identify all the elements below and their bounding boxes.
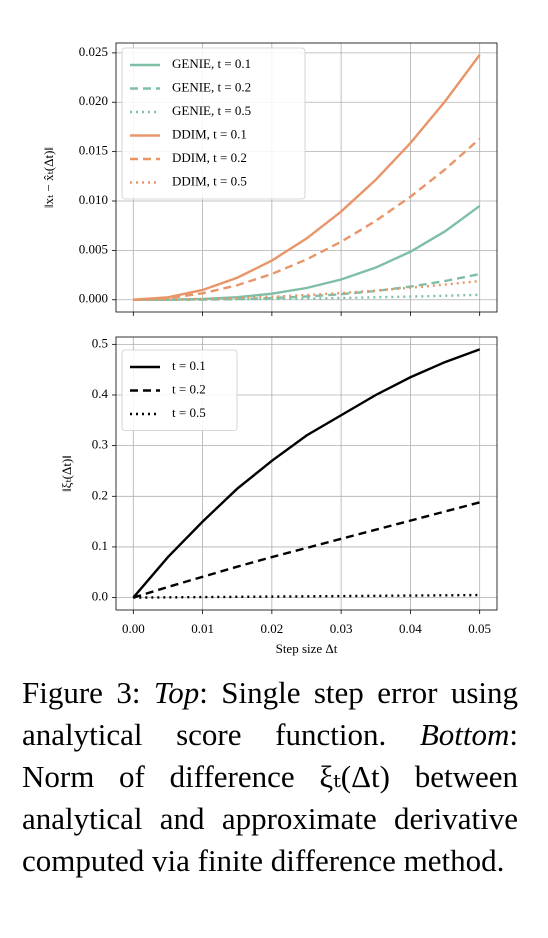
y-tick-label: 0.015	[79, 143, 108, 158]
caption: Figure 3: Top: Single step error using a…	[22, 672, 518, 882]
series-line	[133, 54, 481, 301]
legend-label: t = 0.2	[172, 381, 206, 396]
plot-frame	[115, 42, 498, 313]
figure: 0.000 0.005 0.010 0.015 0.020 0.025 ‖xₜ − x̂ₜ(…	[41, 42, 498, 656]
legend-label: GENIE, t = 0.2	[172, 79, 251, 94]
legend-label: DDIM, t = 0.1	[172, 126, 247, 141]
y-tick-label: 0.5	[92, 335, 108, 350]
x-tick-label: 0.02	[260, 621, 283, 636]
series-line	[132, 348, 481, 599]
caption-top-label: Top	[153, 675, 200, 710]
caption-bottom-text: : Norm of difference ξₜ(Δt) between anal…	[22, 717, 519, 878]
x-tick-label: 0.03	[330, 621, 353, 636]
y-tick-label: 0.0	[92, 589, 108, 604]
plot-frame	[115, 336, 498, 611]
legend-box	[121, 47, 306, 200]
y-tick-label: 0.025	[79, 44, 108, 59]
y-tick-label: 0.2	[92, 487, 108, 502]
x-tick-label: 0.01	[191, 621, 214, 636]
x-tick-label: 0.05	[468, 621, 491, 636]
legend-label: t = 0.1	[172, 358, 206, 373]
caption-label: Figure 3:	[22, 675, 141, 710]
legend-label: DDIM, t = 0.2	[172, 150, 247, 165]
legend-label: GENIE, t = 0.1	[172, 56, 251, 71]
legend-label: GENIE, t = 0.5	[172, 103, 251, 118]
x-axis-label: Step size Δt	[276, 641, 338, 656]
x-tick-label: 0.04	[399, 621, 422, 636]
caption-bottom-label: Bottom	[419, 717, 510, 752]
series-line	[132, 501, 480, 599]
series-line	[133, 272, 480, 301]
series-line	[133, 137, 481, 301]
y-tick-label: 0.000	[79, 291, 108, 306]
y-tick-label: 0.3	[92, 437, 108, 452]
y-tick-label: 0.020	[79, 93, 108, 108]
legend-label: DDIM, t = 0.5	[172, 173, 247, 188]
y-tick-label: 0.005	[79, 241, 108, 256]
caption-top-text: : Single step error using analytical sco…	[22, 675, 518, 752]
series-line	[133, 293, 480, 301]
y-tick-label: 0.010	[79, 192, 108, 207]
x-tick-label: 0.00	[122, 621, 145, 636]
legend-label: t = 0.5	[172, 405, 206, 420]
series-line	[133, 593, 480, 599]
y-axis-label: ‖xₜ − x̂ₜ(Δt)‖	[41, 147, 56, 208]
y-axis-label: ‖ξₜ(Δt)‖	[59, 455, 74, 492]
legend-box	[121, 349, 238, 431]
y-tick-label: 0.1	[92, 538, 108, 553]
series-line	[133, 279, 480, 301]
y-tick-label: 0.4	[92, 386, 109, 401]
